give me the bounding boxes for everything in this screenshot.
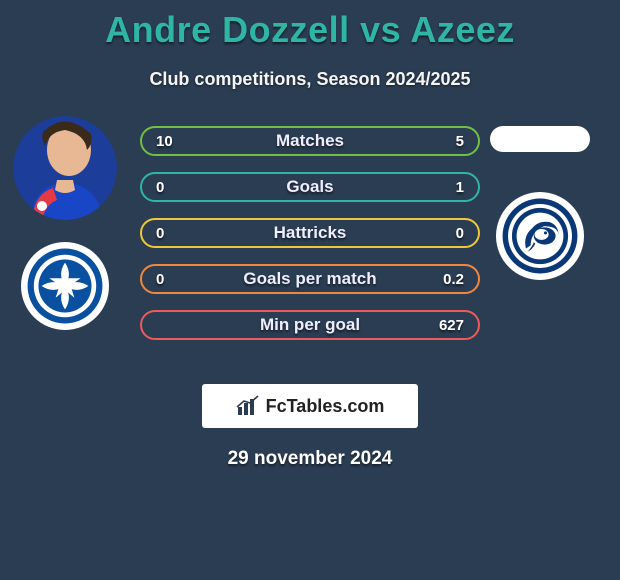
player-left-photo bbox=[13, 116, 117, 220]
brand-box: FcTables.com bbox=[202, 384, 418, 428]
right-column bbox=[490, 126, 590, 280]
player-right-photo bbox=[490, 126, 590, 152]
stat-label: Goals bbox=[286, 177, 333, 197]
stat-row: 0 Hattricks 0 bbox=[140, 218, 480, 248]
bar-chart-icon bbox=[236, 395, 260, 417]
portsmouth-crest-icon bbox=[26, 247, 104, 325]
subtitle: Club competitions, Season 2024/2025 bbox=[0, 69, 620, 90]
stats-area: 10Matches50Goals10Hattricks00Goals per m… bbox=[0, 126, 620, 366]
stat-right-value: 1 bbox=[456, 179, 464, 196]
stat-label: Hattricks bbox=[274, 223, 347, 243]
stat-right-value: 5 bbox=[456, 133, 464, 150]
stat-label: Matches bbox=[276, 131, 344, 151]
stat-left-value: 0 bbox=[156, 179, 164, 196]
stat-right-value: 0 bbox=[456, 225, 464, 242]
stat-row: 0 Goals 1 bbox=[140, 172, 480, 202]
stat-rows: 10Matches50Goals10Hattricks00Goals per m… bbox=[140, 126, 480, 340]
stat-left-value: 0 bbox=[156, 225, 164, 242]
stat-right-value: 627 bbox=[439, 317, 464, 334]
stat-right-value: 0.2 bbox=[443, 271, 464, 288]
player-left-photo-svg bbox=[13, 116, 117, 220]
millwall-crest-icon bbox=[501, 197, 579, 275]
left-column bbox=[10, 116, 120, 330]
stat-row: Min per goal 627 bbox=[140, 310, 480, 340]
stat-label: Goals per match bbox=[243, 269, 376, 289]
stat-label: Min per goal bbox=[260, 315, 360, 335]
date-text: 29 november 2024 bbox=[0, 448, 620, 470]
club-right-badge bbox=[496, 192, 584, 280]
brand-text: FcTables.com bbox=[266, 396, 385, 417]
stat-left-value: 0 bbox=[156, 271, 164, 288]
page-title: Andre Dozzell vs Azeez bbox=[0, 9, 620, 51]
stat-left-value: 10 bbox=[156, 133, 173, 150]
stat-row: 0 Goals per match 0.2 bbox=[140, 264, 480, 294]
club-left-badge bbox=[21, 242, 109, 330]
stat-row: 10 Matches 5 bbox=[140, 126, 480, 156]
